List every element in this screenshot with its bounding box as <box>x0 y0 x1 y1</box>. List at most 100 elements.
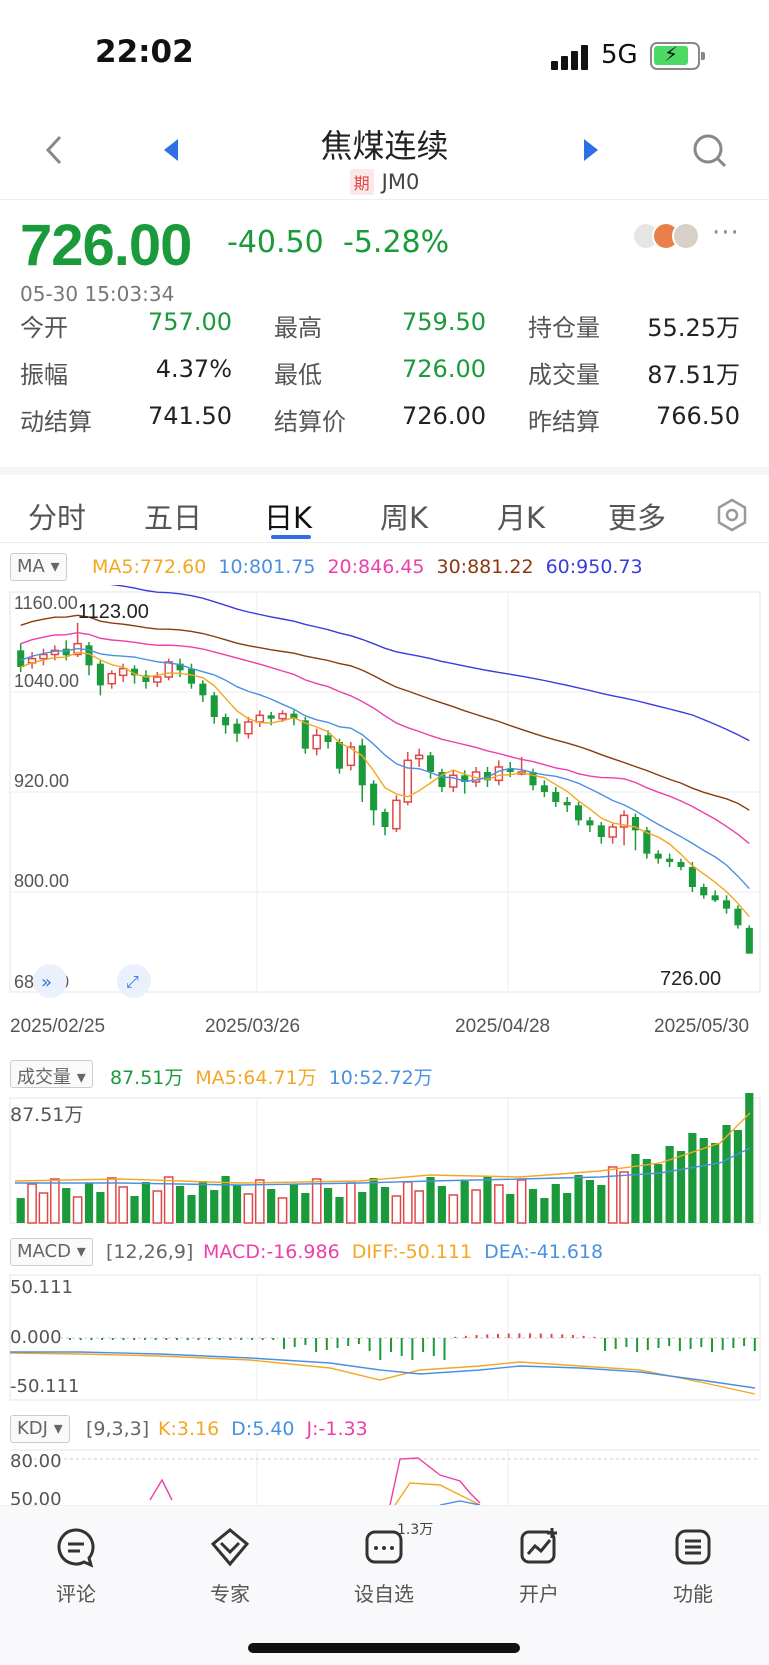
candle-body <box>164 661 173 678</box>
stat-label: 最高 <box>274 314 322 342</box>
candle-body <box>210 695 218 717</box>
comment-icon <box>57 1528 95 1568</box>
bottom-toolbar: 评论 专家 设自选 1.3万 开户 功能 <box>0 1505 769 1665</box>
tab-intraday[interactable]: 分时 <box>28 501 87 535</box>
tab-weekly-k[interactable]: 周K <box>380 501 429 535</box>
candle-body <box>427 755 435 772</box>
candle-body <box>187 668 195 684</box>
back-icon[interactable] <box>40 133 70 167</box>
candle-body <box>540 785 548 792</box>
search-icon[interactable] <box>690 131 730 171</box>
macd-params: [12,26,9] <box>106 1241 194 1263</box>
add-watchlist-button[interactable]: 设自选 1.3万 <box>329 1518 439 1607</box>
legend-item: MA5:772.60 <box>92 556 207 578</box>
macd-chart[interactable]: 50.111 0.000 -50.111 <box>0 1270 769 1405</box>
price-change-pct: -5.28% <box>343 225 450 260</box>
ma-selector[interactable]: MA ▾ <box>10 553 67 581</box>
open-account-label: 开户 <box>519 1582 559 1606</box>
macd-axis-label: 50.111 <box>10 1277 73 1298</box>
candle-body <box>244 721 253 735</box>
candle-body <box>370 783 378 811</box>
active-tab-underline <box>271 535 311 539</box>
menu-icon <box>675 1529 711 1565</box>
volume-bar <box>619 1171 629 1224</box>
stat-value: 87.51万 <box>647 361 740 389</box>
legend-item: 60:950.73 <box>545 556 643 578</box>
volume-bar <box>254 1179 265 1224</box>
comment-button[interactable]: 评论 <box>21 1518 131 1607</box>
tab-daily-k[interactable]: 日K <box>264 501 313 535</box>
volume-bar <box>38 1192 49 1224</box>
candle-body <box>392 799 401 830</box>
candle-body <box>734 908 742 926</box>
volume-bar <box>141 1182 151 1223</box>
volume-bar <box>631 1154 640 1223</box>
volume-bar <box>460 1181 469 1223</box>
volume-bar <box>493 1184 504 1224</box>
legend-item: J:-1.33 <box>306 1418 368 1440</box>
candle-body <box>233 723 241 734</box>
volume-bar <box>84 1183 94 1223</box>
legend-item: MACD:-16.986 <box>203 1241 340 1263</box>
price-axis-label: 1160.00 <box>14 593 78 613</box>
volume-bar <box>345 1182 356 1224</box>
volume-bar <box>733 1130 743 1223</box>
tab-five-day[interactable]: 五日 <box>144 501 203 535</box>
volume-selector-label: 成交量 <box>17 1067 71 1088</box>
volume-bar <box>301 1193 310 1223</box>
tab-monthly-k[interactable]: 月K <box>497 501 546 535</box>
volume-bar <box>540 1198 549 1223</box>
next-contract-icon[interactable] <box>578 137 602 163</box>
candle-body <box>552 792 560 802</box>
macd-legend: MACD:-16.986 DIFF:-50.111 DEA:-41.618 <box>203 1241 615 1263</box>
tab-more[interactable]: 更多 <box>608 501 667 535</box>
stat-value: 726.00 <box>402 355 486 383</box>
legend-item: DEA:-41.618 <box>484 1241 604 1263</box>
legend-item: 30:881.22 <box>436 556 534 578</box>
kdj-selector[interactable]: KDJ ▾ <box>10 1415 70 1443</box>
candle-body <box>608 826 617 838</box>
j-line <box>389 1457 481 1505</box>
macd-selector[interactable]: MACD ▾ <box>10 1238 93 1266</box>
volume-legend: 87.51万 MA5:64.71万 10:52.72万 <box>110 1063 445 1090</box>
candle-body <box>619 814 629 828</box>
volume-chart[interactable]: 87.51万 <box>0 1093 769 1228</box>
volume-bar <box>163 1176 174 1224</box>
volume-bar <box>426 1177 435 1223</box>
stat-label: 结算价 <box>274 408 346 436</box>
candle-body <box>700 887 708 896</box>
volume-bar <box>277 1197 288 1224</box>
candle-body <box>85 645 93 666</box>
more-icon[interactable]: ··· <box>712 218 740 248</box>
kdj-chart[interactable]: 80.00 50.00 <box>0 1445 769 1505</box>
ma-line <box>20 614 750 811</box>
settings-icon[interactable] <box>714 497 750 533</box>
legend-item: D:5.40 <box>231 1418 295 1440</box>
quote-panel: 726.00 -40.50 -5.28% ··· 05-30 15:03:34 … <box>0 200 769 475</box>
volume-bar <box>380 1187 390 1223</box>
candlestick-chart[interactable]: 1160.001040.00920.00800.00680.001123.007… <box>0 585 769 1045</box>
page-title: 焦煤连续 <box>320 127 449 165</box>
stat-value: 759.50 <box>402 308 486 336</box>
macd-axis-label: 0.000 <box>10 1327 62 1348</box>
volume-bar <box>152 1190 163 1224</box>
ma-line <box>110 585 750 742</box>
open-account-icon <box>520 1528 557 1564</box>
dea-line <box>10 1351 756 1389</box>
open-account-button[interactable]: 开户 <box>484 1518 594 1607</box>
watchlist-count-badge: 1.3万 <box>397 1522 434 1538</box>
stat-label: 成交量 <box>528 361 600 389</box>
expert-button[interactable]: 专家 <box>175 1518 285 1607</box>
code-text: JM0 <box>381 170 420 194</box>
volume-selector[interactable]: 成交量 ▾ <box>10 1060 93 1088</box>
volume-bar <box>72 1196 83 1224</box>
volume-bar <box>232 1185 242 1223</box>
volume-bar <box>563 1193 572 1223</box>
expert-label: 专家 <box>210 1582 250 1606</box>
candle-body <box>449 774 458 788</box>
volume-bar <box>27 1183 37 1224</box>
prev-contract-icon[interactable] <box>160 137 184 163</box>
functions-button[interactable]: 功能 <box>638 1518 748 1607</box>
volume-bar <box>483 1176 492 1223</box>
legend-item: DIFF:-50.111 <box>351 1241 473 1263</box>
